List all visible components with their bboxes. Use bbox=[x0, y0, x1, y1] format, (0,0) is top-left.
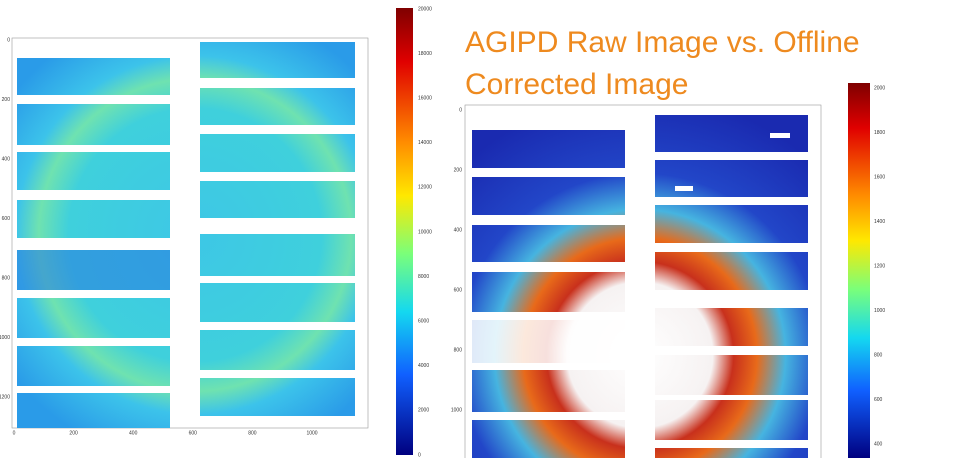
tick-label: 12000 bbox=[418, 185, 432, 191]
corrected-module bbox=[655, 448, 808, 458]
raw-module bbox=[200, 134, 355, 172]
tick-label: 2000 bbox=[418, 408, 429, 414]
raw-module bbox=[17, 250, 170, 290]
tick-label: 800 bbox=[248, 430, 257, 436]
raw-module bbox=[17, 200, 170, 238]
slide: 0200400600800100012000200400600800100020… bbox=[0, 0, 953, 458]
tick-label: 800 bbox=[874, 352, 883, 358]
tick-label: 400 bbox=[454, 227, 463, 233]
tick-label: 20000 bbox=[418, 6, 432, 12]
tick-label: 1600 bbox=[874, 174, 885, 180]
corrected-module bbox=[472, 272, 625, 312]
tick-label: 1000 bbox=[451, 407, 462, 413]
corrected-module bbox=[472, 130, 625, 168]
corrected-module bbox=[472, 225, 625, 262]
tick-label: 10000 bbox=[418, 229, 432, 235]
tick-label: 1400 bbox=[874, 219, 885, 225]
raw-colorbar bbox=[396, 8, 413, 455]
raw-module bbox=[200, 378, 355, 416]
raw-module bbox=[17, 393, 170, 428]
corrected-colorbar bbox=[848, 83, 870, 458]
masked-area bbox=[770, 133, 790, 138]
tick-label: 600 bbox=[454, 287, 463, 293]
tick-label: 0 bbox=[459, 107, 462, 113]
masked-area bbox=[675, 186, 693, 191]
corrected-module bbox=[655, 205, 808, 243]
tick-label: 1200 bbox=[0, 394, 10, 400]
tick-label: 400 bbox=[129, 430, 138, 436]
corrected-module bbox=[655, 400, 808, 440]
tick-label: 18000 bbox=[418, 51, 432, 57]
tick-label: 200 bbox=[2, 97, 11, 103]
tick-label: 6000 bbox=[418, 319, 429, 325]
corrected-module bbox=[655, 355, 808, 395]
raw-module bbox=[200, 234, 355, 276]
tick-label: 1200 bbox=[874, 263, 885, 269]
tick-label: 400 bbox=[2, 156, 11, 162]
corrected-module bbox=[655, 308, 808, 346]
corrected-module bbox=[472, 420, 625, 458]
tick-label: 600 bbox=[2, 216, 11, 222]
raw-module bbox=[17, 298, 170, 338]
corrected-module bbox=[655, 252, 808, 290]
tick-label: 0 bbox=[418, 452, 421, 458]
raw-module bbox=[17, 58, 170, 95]
tick-label: 14000 bbox=[418, 140, 432, 146]
tick-label: 1000 bbox=[0, 335, 10, 341]
tick-label: 4000 bbox=[418, 363, 429, 369]
raw-module bbox=[17, 104, 170, 145]
tick-label: 16000 bbox=[418, 96, 432, 102]
raw-module bbox=[200, 88, 355, 125]
tick-label: 8000 bbox=[418, 274, 429, 280]
slide-title: AGIPD Raw Image vs. Offline Corrected Im… bbox=[465, 22, 951, 106]
tick-label: 800 bbox=[2, 275, 11, 281]
tick-label: 600 bbox=[189, 430, 198, 436]
raw-module bbox=[200, 181, 355, 218]
raw-module bbox=[17, 152, 170, 190]
corrected-module bbox=[655, 160, 808, 197]
raw-module bbox=[200, 330, 355, 370]
tick-label: 0 bbox=[13, 430, 16, 436]
tick-label: 400 bbox=[874, 441, 883, 447]
raw-module bbox=[200, 42, 355, 78]
raw-module bbox=[200, 283, 355, 322]
corrected-module bbox=[472, 177, 625, 215]
tick-label: 600 bbox=[874, 397, 883, 403]
tick-label: 1800 bbox=[874, 130, 885, 136]
tick-label: 1000 bbox=[874, 308, 885, 314]
tick-label: 800 bbox=[454, 347, 463, 353]
tick-label: 0 bbox=[7, 37, 10, 43]
tick-label: 200 bbox=[69, 430, 78, 436]
tick-label: 1000 bbox=[306, 430, 317, 436]
tick-label: 200 bbox=[454, 167, 463, 173]
raw-module bbox=[17, 346, 170, 386]
masked-area bbox=[472, 320, 625, 363]
corrected-module bbox=[472, 370, 625, 412]
